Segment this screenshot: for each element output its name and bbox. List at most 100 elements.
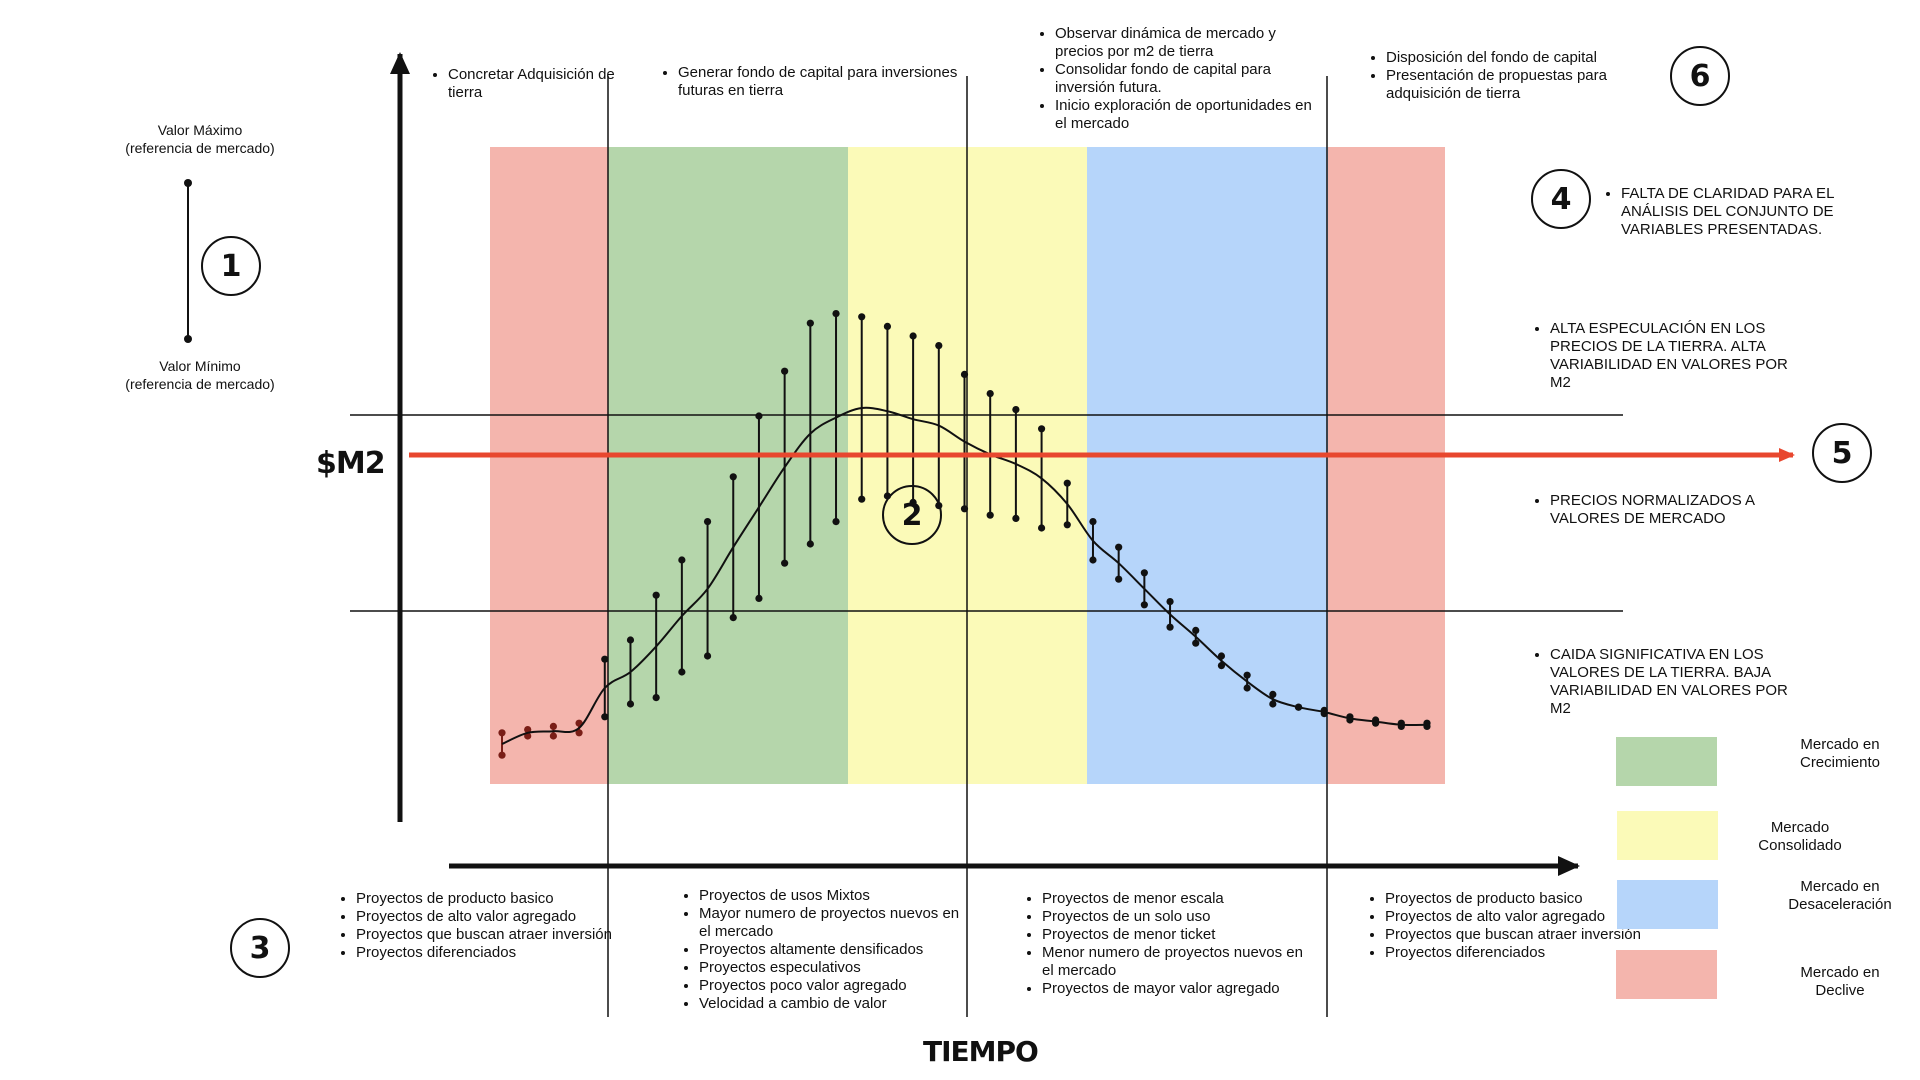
bottom-note: Proyectos altamente densificados [699,941,964,959]
range-bar-max-dot [652,591,660,599]
range-bar-max-dot [832,310,840,318]
range-bar-min-dot [524,726,532,734]
legend-label-line: Mercado en [1800,878,1880,895]
range-bar-max-dot [1063,479,1071,487]
bottom-note: Proyectos de menor ticket [1042,926,1307,944]
range-bar-min-dot [858,495,866,503]
range-bar-min-dot [1243,684,1251,692]
note-normalized: PRECIOS NORMALIZADOS A VALORES DE MERCAD… [1534,492,1790,528]
range-bar-max-dot [935,342,943,350]
top-notes-col4: Disposición del fondo de capital Present… [1370,49,1631,103]
range-bar-min-dot [549,722,557,731]
top-note: Inicio exploración de oportunidades en e… [1055,97,1315,133]
range-bar-min-dot [1012,514,1020,523]
top-notes-col2: Generar fondo de capital para inversione… [662,64,958,100]
range-bar-max-dot [806,319,814,327]
range-bar-max-dot [1089,518,1097,526]
range-bar-max-dot [781,367,789,375]
top-note: Disposición del fondo de capital [1386,49,1631,67]
legend-swatch-desaceleracion [1617,880,1718,929]
legend-label-line: Mercado en [1800,964,1880,981]
note-mid-text: PRECIOS NORMALIZADOS A VALORES DE MERCAD… [1550,492,1790,528]
range-bar-max-dot [1192,626,1200,635]
range-bar-max-dot [858,313,866,321]
note-decline: CAIDA SIGNIFICATIVA EN LOS VALORES DE LA… [1534,646,1790,718]
range-bar-min-dot [1217,662,1226,670]
legend-label-line: Consolidado [1758,837,1842,854]
range-bar-max-dot [575,729,583,737]
phase-band [1328,147,1445,784]
bottom-note: Proyectos de producto basico [356,890,621,908]
range-bar-min-dot [806,540,814,548]
range-bar-min-dot [1063,521,1071,529]
min-value-label-line1: Valor Mínimo [159,358,241,374]
trend-curve [501,406,1428,745]
range-bar-max-dot [729,473,737,481]
range-bar-max-dot [498,751,506,759]
badge-4: 4 [1531,169,1591,229]
legend-label-line: Mercado [1770,819,1830,836]
max-value-label: Valor Máximo (referencia de mercado) [100,121,300,157]
x-axis-label: TIEMPO [923,1035,1039,1068]
range-bar-min-dot [1140,601,1148,609]
range-bar-max-dot [1012,406,1020,414]
range-bar-max-dot [1269,690,1277,699]
bottom-note: Proyectos de un solo uso [1042,908,1307,926]
range-bar-min-dot [652,694,660,702]
range-bar-min-dot [1115,575,1123,583]
range-bar-max-dot [1115,543,1123,551]
badge-6: 6 [1670,46,1730,106]
range-bar-min-dot [1269,700,1277,708]
phase-band [1087,147,1328,784]
note-high-speculation: ALTA ESPECULACIÓN EN LOS PRECIOS DE LA T… [1534,320,1790,392]
range-bar-min-dot [1192,639,1200,647]
bottom-note: Proyectos de menor escala [1042,890,1307,908]
range-bar-min-dot [601,713,609,721]
range-bar-max-dot [703,518,712,526]
top-note: Generar fondo de capital para inversione… [678,64,958,100]
top-notes-col1: Concretar Adquisición de tierra [432,66,623,102]
range-bar-max-dot [1243,671,1251,679]
range-bar-max-dot [960,370,969,378]
legend-label-line: Declive [1815,982,1865,999]
bottom-note: Proyectos que buscan atraer inversión [1385,926,1650,944]
range-bar-max-dot [883,322,892,330]
range-bar-min-dot [729,614,737,622]
top-note: Consolidar fondo de capital para inversi… [1055,61,1315,97]
badge-2: 2 [882,485,942,545]
bottom-note: Proyectos diferenciados [1385,944,1650,962]
range-bar-max-dot [755,412,763,420]
range-legend-min-dot [184,335,192,343]
top-notes-col3: Observar dinámica de mercado y precios p… [1039,25,1315,133]
range-bar-max-dot [909,332,917,340]
range-bar-max-dot [678,556,686,564]
range-bar-min-dot [1166,623,1174,631]
bottom-note: Velocidad a cambio de valor [699,995,964,1013]
min-value-label: Valor Mínimo (referencia de mercado) [100,357,300,393]
bottom-note: Proyectos de alto valor agregado [356,908,621,926]
range-bar-min-dot [960,505,969,513]
range-bar-min-dot [1037,524,1046,532]
note-high-text: ALTA ESPECULACIÓN EN LOS PRECIOS DE LA T… [1550,320,1790,392]
bottom-notes-col3: Proyectos de menor escala Proyectos de u… [1026,890,1307,998]
bottom-note: Proyectos diferenciados [356,944,621,962]
top-note: Presentación de propuestas para adquisic… [1386,67,1631,103]
bottom-notes-col2: Proyectos de usos Mixtos Mayor numero de… [683,887,964,1013]
legend-swatch-consolidado [1617,811,1718,860]
bottom-note: Mayor numero de proyectos nuevos en el m… [699,905,964,941]
range-bar-max-dot [1037,425,1046,433]
note-4-text: FALTA DE CLARIDAD PARA EL ANÁLISIS DEL C… [1621,185,1861,239]
range-bar-min-dot [755,594,763,603]
range-bar-max-dot [986,390,994,398]
range-bar-max-dot [626,636,635,644]
bottom-note: Proyectos de mayor valor agregado [1042,980,1307,998]
range-bar-max-dot [1217,652,1226,660]
range-bar-min-dot [986,511,994,519]
range-bar-max-dot [549,732,557,740]
range-bar-min-dot [498,729,506,737]
y-axis-label: $M2 [316,446,386,481]
bottom-note: Proyectos de usos Mixtos [699,887,964,905]
phase-band [608,147,848,784]
